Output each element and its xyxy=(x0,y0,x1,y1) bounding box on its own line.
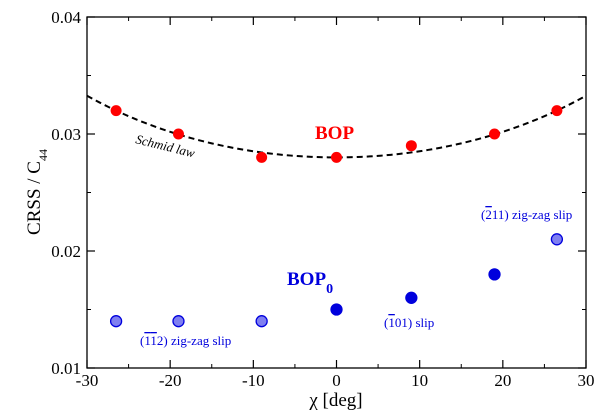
schmid-law-curve xyxy=(86,94,587,159)
y-tick-label: 0.04 xyxy=(51,8,81,27)
bop0-point xyxy=(550,233,564,246)
bop-point xyxy=(256,151,268,163)
annotation-211-zigzag: (211) zig-zag slip xyxy=(481,207,572,222)
bop-series-label: BOP xyxy=(315,123,354,144)
x-axis-label: χ [deg] xyxy=(308,390,362,411)
bop0-point xyxy=(172,315,185,328)
bop0-point xyxy=(330,303,343,316)
bop-point xyxy=(405,140,417,152)
bop-point xyxy=(172,128,184,140)
x-tick-label: 30 xyxy=(578,371,595,390)
x-tick-label: -20 xyxy=(159,371,182,390)
x-tick-label: 0 xyxy=(332,371,341,390)
bop-point xyxy=(489,128,501,140)
x-tick-label: 10 xyxy=(411,371,428,390)
bop-point xyxy=(551,105,563,117)
x-tick-label: -30 xyxy=(76,371,99,390)
bop0-point xyxy=(488,268,501,281)
y-tick-label: 0.01 xyxy=(51,359,81,378)
schmid-law-label: Schmid law xyxy=(134,131,196,160)
annotation-101-slip: (101) slip xyxy=(384,315,434,330)
bop0-series-label: BOP0 xyxy=(287,269,333,297)
x-tick-label: 20 xyxy=(494,371,511,390)
y-tick-label: 0.03 xyxy=(51,125,81,144)
bop0-point xyxy=(109,315,123,328)
x-tick-label: -10 xyxy=(242,371,265,390)
bop0-point xyxy=(255,315,268,328)
y-axis-label: CRSS / C44 xyxy=(24,149,50,235)
y-tick-label: 0.02 xyxy=(51,242,81,261)
bop0-point xyxy=(405,291,418,304)
axis-ticks xyxy=(86,16,587,369)
bop-point xyxy=(110,105,122,117)
tick-labels: -30 -20 -10 0 10 20 30 0.01 0.02 0.03 0.04 xyxy=(51,8,594,390)
data-points xyxy=(109,105,564,328)
bop-point xyxy=(331,151,342,163)
annotation-112-zigzag: (112) zig-zag slip xyxy=(140,333,231,348)
